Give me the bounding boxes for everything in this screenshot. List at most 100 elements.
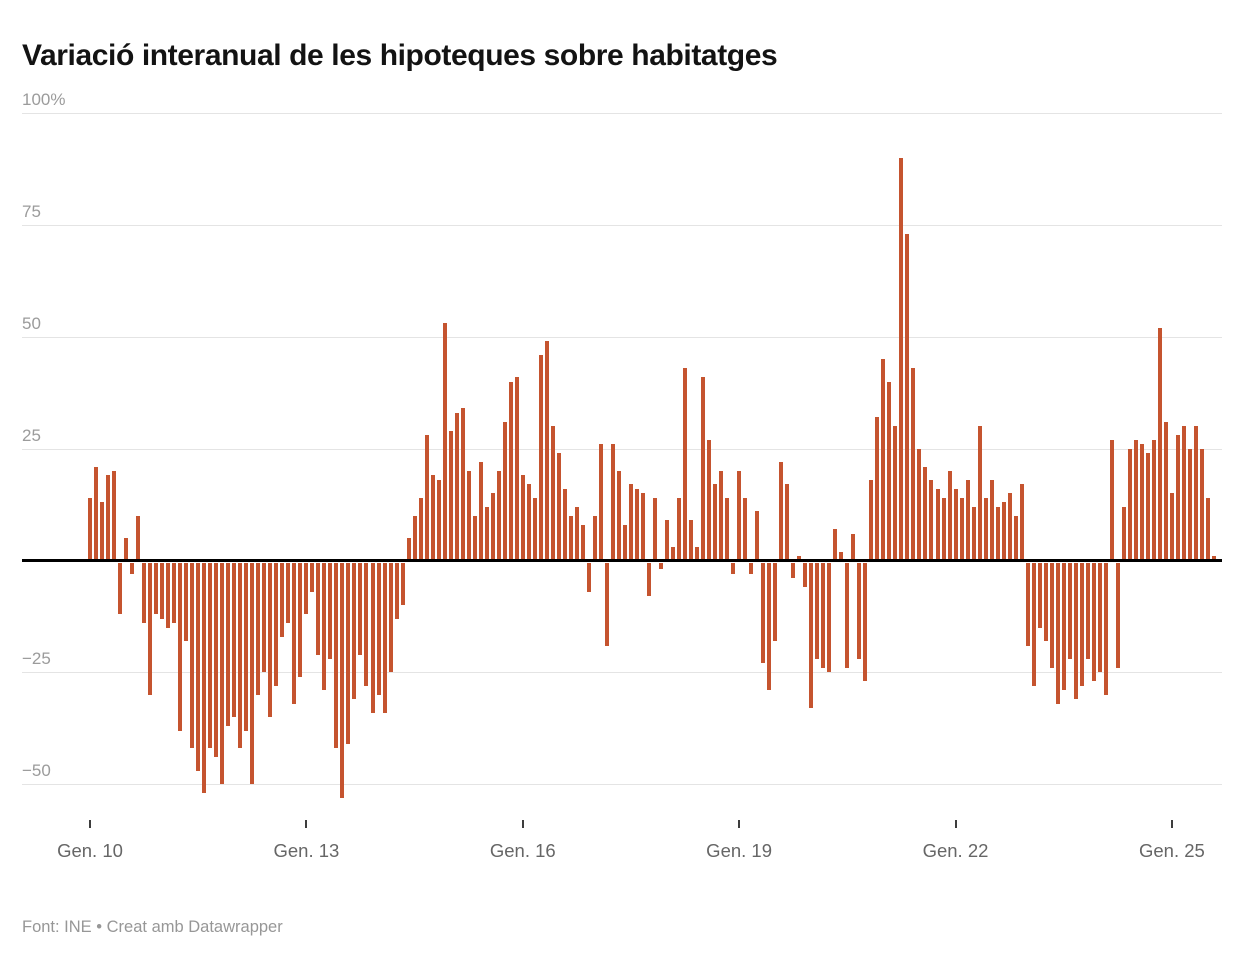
bar bbox=[701, 377, 706, 559]
bar bbox=[262, 562, 267, 673]
bar bbox=[202, 562, 207, 794]
bar bbox=[184, 562, 189, 641]
bar bbox=[869, 479, 874, 559]
bar bbox=[833, 529, 838, 559]
y-axis-label: −50 bbox=[22, 761, 51, 781]
bar bbox=[809, 562, 814, 709]
bar bbox=[1133, 439, 1138, 559]
chart-title: Variació interanual de les hipoteques so… bbox=[22, 39, 778, 73]
bar bbox=[767, 562, 772, 691]
x-axis-label: Gen. 13 bbox=[273, 840, 340, 861]
bar bbox=[761, 562, 766, 664]
bar bbox=[839, 551, 844, 559]
bar bbox=[208, 562, 213, 749]
bar bbox=[520, 475, 525, 559]
x-axis-tick bbox=[305, 820, 308, 828]
bar bbox=[466, 471, 471, 559]
bar bbox=[1097, 562, 1102, 673]
bar bbox=[502, 421, 507, 559]
bar bbox=[887, 381, 892, 559]
bar bbox=[106, 475, 111, 559]
bar bbox=[394, 562, 399, 619]
bar bbox=[244, 562, 249, 731]
bar bbox=[1019, 484, 1024, 559]
bar bbox=[214, 562, 219, 758]
y-axis-label: −25 bbox=[22, 649, 51, 669]
bar bbox=[821, 562, 826, 668]
y-axis-label: 75 bbox=[22, 201, 41, 221]
bar bbox=[917, 448, 922, 559]
bar bbox=[364, 562, 369, 686]
bar bbox=[412, 515, 417, 559]
bar bbox=[893, 426, 898, 559]
gridline bbox=[22, 672, 1222, 674]
bar bbox=[280, 562, 285, 637]
bar bbox=[154, 562, 159, 615]
bar bbox=[430, 475, 435, 559]
bar bbox=[436, 479, 441, 559]
bar bbox=[1199, 448, 1204, 559]
bar bbox=[310, 562, 315, 592]
bar bbox=[358, 562, 363, 655]
bar bbox=[454, 412, 459, 559]
bar bbox=[785, 484, 790, 559]
gridline bbox=[22, 448, 1222, 450]
bar bbox=[598, 444, 603, 559]
bar bbox=[94, 466, 98, 559]
x-axis-label: Gen. 10 bbox=[57, 840, 123, 861]
bar bbox=[226, 562, 231, 727]
bar bbox=[646, 562, 651, 597]
bar bbox=[100, 502, 105, 559]
bar bbox=[496, 471, 501, 559]
bar bbox=[352, 562, 357, 700]
bar bbox=[1175, 435, 1180, 559]
bar bbox=[172, 562, 177, 624]
bar bbox=[196, 562, 201, 771]
bar bbox=[538, 354, 543, 559]
bar bbox=[1079, 562, 1084, 686]
bar bbox=[586, 562, 591, 592]
bar bbox=[532, 497, 537, 559]
bar bbox=[142, 562, 147, 624]
bar bbox=[406, 538, 411, 559]
bar bbox=[851, 533, 856, 559]
bar bbox=[256, 562, 261, 695]
bar bbox=[1007, 493, 1012, 559]
bar bbox=[1085, 562, 1090, 659]
bar bbox=[713, 484, 718, 559]
bar bbox=[659, 562, 663, 570]
bar bbox=[574, 506, 579, 559]
bar bbox=[622, 524, 627, 559]
bar bbox=[983, 497, 988, 559]
bar bbox=[268, 562, 273, 718]
bar bbox=[568, 515, 573, 559]
bar bbox=[941, 497, 946, 559]
bar bbox=[124, 538, 129, 559]
bar bbox=[640, 493, 645, 559]
bar bbox=[1061, 562, 1066, 691]
bar bbox=[1187, 448, 1192, 559]
bar bbox=[755, 511, 760, 559]
x-axis-tick bbox=[89, 820, 91, 828]
zero-baseline bbox=[22, 559, 1222, 562]
bar bbox=[791, 562, 796, 579]
bar bbox=[731, 562, 736, 574]
bar bbox=[671, 547, 676, 559]
bar bbox=[995, 506, 1000, 559]
bar bbox=[460, 408, 465, 559]
x-axis-tick bbox=[738, 820, 741, 828]
bar bbox=[340, 562, 345, 798]
bar bbox=[1139, 444, 1144, 559]
bar bbox=[875, 417, 880, 559]
bar bbox=[220, 562, 225, 785]
bar bbox=[610, 444, 615, 559]
x-axis-label: Gen. 19 bbox=[706, 840, 773, 861]
bar bbox=[749, 562, 754, 574]
bar bbox=[190, 562, 195, 749]
bar bbox=[382, 562, 387, 713]
bar bbox=[857, 562, 862, 659]
bar bbox=[1115, 562, 1120, 668]
bar bbox=[556, 453, 561, 559]
gridline bbox=[22, 784, 1222, 786]
bar bbox=[346, 562, 351, 744]
